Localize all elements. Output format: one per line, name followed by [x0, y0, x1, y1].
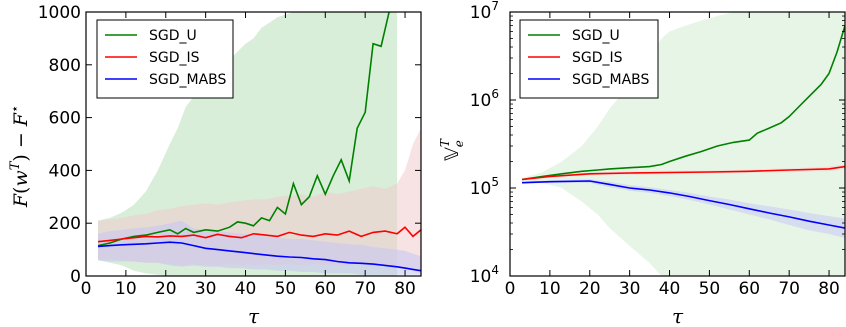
x-tick-label: 40 — [659, 279, 681, 299]
band-sgd-mabs — [522, 179, 845, 238]
plot-frame — [85, 11, 422, 277]
plot-frame — [509, 11, 846, 277]
x-tick-label: 0 — [81, 279, 92, 299]
legend-label: SGD_IS — [149, 50, 200, 66]
x-tick-label: 40 — [235, 279, 257, 299]
x-tick-label: 50 — [275, 279, 297, 299]
legend: SGD_U SGD_IS SGD_MABS — [519, 19, 659, 99]
x-tick-label: 70 — [354, 279, 376, 299]
legend-box — [96, 19, 234, 99]
series-lines — [521, 25, 845, 229]
x-tick-label: 20 — [579, 279, 601, 299]
x-tick-label: 60 — [738, 279, 760, 299]
y-tick-label: 200 — [49, 214, 81, 234]
axis-ticks: 0 10 20 30 40 50 60 70 80 104 105 106 107 — [470, 0, 845, 299]
series-line-sgd-is — [97, 226, 421, 243]
y-tick-label: 800 — [49, 56, 81, 76]
y-tick-label: 600 — [49, 109, 81, 129]
x-axis-label: τ — [248, 304, 260, 327]
series-line-sgd-mabs — [97, 241, 421, 272]
legend-label: SGD_U — [572, 28, 620, 44]
x-tick-label: 70 — [778, 279, 800, 299]
y-tick-label: 107 — [470, 0, 499, 23]
legend-box — [519, 19, 659, 99]
y-tick-label: 104 — [470, 263, 499, 287]
confidence-bands — [98, 12, 421, 276]
x-axis-label: τ — [672, 304, 684, 327]
legend: SGD_U SGD_IS SGD_MABS — [96, 19, 234, 99]
x-tick-label: 30 — [195, 279, 217, 299]
x-tick-label: 20 — [155, 279, 177, 299]
legend-label: SGD_MABS — [149, 72, 227, 88]
series-line-sgd-mabs — [521, 180, 845, 229]
series-line-sgd-u — [97, 12, 391, 247]
y-tick-label: 400 — [49, 161, 81, 181]
x-tick-label: 0 — [505, 279, 516, 299]
x-tick-label: 80 — [394, 279, 416, 299]
y-tick-label: 1000 — [38, 3, 81, 23]
x-tick-label: 30 — [619, 279, 641, 299]
legend-label: SGD_IS — [572, 50, 623, 66]
y-tick-label: 106 — [470, 87, 499, 111]
series-line-sgd-u — [521, 25, 845, 181]
y-axis-label: 𝕍eT — [438, 138, 466, 161]
series-line-sgd-is — [521, 165, 845, 181]
y-axis-label: F(wT) − F⋆ — [8, 105, 32, 208]
legend-label: SGD_MABS — [572, 72, 650, 88]
variance-chart: 0 10 20 30 40 50 60 70 80 104 105 106 107 τ 𝕍eT SGD_… — [438, 0, 846, 327]
legend-label: SGD_U — [149, 28, 197, 44]
x-tick-label: 50 — [699, 279, 721, 299]
series-lines — [97, 12, 421, 272]
x-tick-label: 80 — [818, 279, 840, 299]
y-tick-label: 105 — [470, 175, 499, 199]
x-tick-label: 10 — [539, 279, 561, 299]
x-tick-label: 60 — [314, 279, 336, 299]
y-tick-label: 0 — [70, 267, 81, 287]
x-tick-label: 10 — [115, 279, 137, 299]
